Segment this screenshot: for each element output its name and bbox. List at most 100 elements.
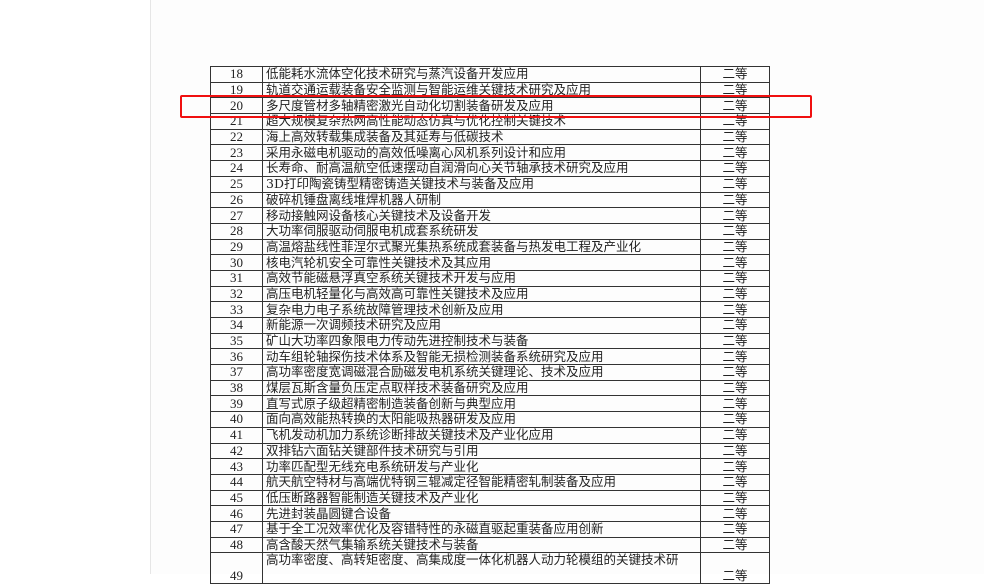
- project-title: 复杂电力电子系统故障管理技术创新及应用: [262, 301, 701, 318]
- row-number: 24: [210, 160, 263, 177]
- award-grade: 二等: [700, 254, 770, 271]
- table-row: 43 功率匹配型无线充电系统研发与产业化 二等: [210, 458, 770, 475]
- project-title: 高效节能磁悬浮真空系统关键技术开发与应用: [262, 269, 701, 287]
- award-grade: 二等: [700, 285, 770, 303]
- row-number: 48: [210, 536, 263, 554]
- award-grade: 二等: [700, 66, 770, 83]
- table-row: 27 移动接触网设备核心关键技术及设备开发 二等: [210, 207, 770, 224]
- project-title: 基于全工况效率优化及容错特性的永磁直驱起重装备应用创新: [262, 520, 701, 538]
- row-number: 47: [210, 520, 263, 538]
- project-title: 破碎机锤盘离线堆焊机器人研制: [262, 191, 701, 209]
- award-grade: 二等: [700, 128, 770, 146]
- award-grade: 二等: [700, 348, 770, 366]
- project-title: 高温熔盐线性菲涅尔式聚光集热系统成套装备与热发电工程及产业化: [262, 238, 701, 256]
- row-number: 33: [210, 301, 263, 318]
- row-number: 45: [210, 489, 263, 507]
- award-grade: 二等: [700, 222, 770, 240]
- row-number: 28: [210, 222, 263, 240]
- table-row: 23 采用永磁电机驱动的高效低噪离心风机系列设计和应用 二等: [210, 144, 770, 162]
- row-number: 23: [210, 144, 263, 162]
- row-number: 46: [210, 505, 263, 522]
- table-row: 49 高功率密度、高转矩密度、高集成度一体化机器人动力轮模组的关键技术研 二等: [210, 552, 770, 584]
- table-row: 24 长寿命、耐高温航空低速摆动自润滑向心关节轴承技术研究及应用 二等: [210, 160, 770, 177]
- table-row: 32 高压电机轻量化与高效高可靠性关键技术及应用 二等: [210, 285, 770, 303]
- project-title: 移动接触网设备核心关键技术及设备开发: [262, 207, 701, 224]
- award-grade: 二等: [700, 364, 770, 381]
- table-row: 35 矿山大功率四象限电力传动先进控制技术与装备 二等: [210, 332, 770, 350]
- table-row: 37 高功率密度宽调磁混合励磁发电机系统关键理论、技术及应用 二等: [210, 364, 770, 381]
- table-row: 33 复杂电力电子系统故障管理技术创新及应用 二等: [210, 301, 770, 318]
- project-title: 直写式原子级超精密制造装备创新与典型应用: [262, 395, 701, 413]
- row-number: 49: [210, 552, 263, 584]
- project-title: 大功率伺服驱动伺服电机成套系统研发: [262, 222, 701, 240]
- project-title: 高含酸天然气集输系统关键技术与装备: [262, 536, 701, 554]
- row-number: 29: [210, 238, 263, 256]
- table-row: 46 先进封装晶圆键合设备 二等: [210, 505, 770, 522]
- row-number: 27: [210, 207, 263, 224]
- award-grade: 二等: [700, 207, 770, 224]
- table-row: 45 低压断路器智能制造关键技术及产业化 二等: [210, 489, 770, 507]
- row-number: 38: [210, 379, 263, 397]
- project-title: 煤层瓦斯含量负压定点取样技术装备研究及应用: [262, 379, 701, 397]
- table-row: 41 飞机发动机加力系统诊断排故关键技术及产业化应用 二等: [210, 426, 770, 444]
- project-title: 核电汽轮机安全可靠性关键技术及其应用: [262, 254, 701, 271]
- project-title: 高功率密度、高转矩密度、高集成度一体化机器人动力轮模组的关键技术研: [262, 552, 701, 584]
- table-row: 26 破碎机锤盘离线堆焊机器人研制 二等: [210, 191, 770, 209]
- award-grade: 二等: [700, 379, 770, 397]
- row-number: 26: [210, 191, 263, 209]
- table-row: 42 双排钻六面钻关键部件技术研究与引用 二等: [210, 442, 770, 460]
- project-title: 高功率密度宽调磁混合励磁发电机系统关键理论、技术及应用: [262, 364, 701, 381]
- award-grade: 二等: [700, 536, 770, 554]
- award-grade: 二等: [700, 411, 770, 428]
- table-row: 47 基于全工况效率优化及容错特性的永磁直驱起重装备应用创新 二等: [210, 520, 770, 538]
- row-number: 40: [210, 411, 263, 428]
- project-title: 采用永磁电机驱动的高效低噪离心风机系列设计和应用: [262, 144, 701, 162]
- award-grade: 二等: [700, 332, 770, 350]
- award-grade: 二等: [700, 301, 770, 318]
- award-grade: 二等: [700, 442, 770, 460]
- row-number: 34: [210, 317, 263, 334]
- award-grade: 二等: [700, 395, 770, 413]
- award-grade: 二等: [700, 489, 770, 507]
- project-title: 双排钻六面钻关键部件技术研究与引用: [262, 442, 701, 460]
- row-number: 32: [210, 285, 263, 303]
- table-row: 39 直写式原子级超精密制造装备创新与典型应用 二等: [210, 395, 770, 413]
- row-number: 44: [210, 473, 263, 491]
- table-row: 29 高温熔盐线性菲涅尔式聚光集热系统成套装备与热发电工程及产业化 二等: [210, 238, 770, 256]
- project-title: 低压断路器智能制造关键技术及产业化: [262, 489, 701, 507]
- row-number: 42: [210, 442, 263, 460]
- award-grade: 二等: [700, 473, 770, 491]
- project-title: 低能耗水流体空化技术研究与蒸汽设备开发应用: [262, 66, 701, 83]
- award-grade: 二等: [700, 269, 770, 287]
- award-table: 18 低能耗水流体空化技术研究与蒸汽设备开发应用 二等 19 轨道交通运载装备安全监测与…: [210, 66, 770, 584]
- row-number: 22: [210, 128, 263, 146]
- project-title: 矿山大功率四象限电力传动先进控制技术与装备: [262, 332, 701, 350]
- table-row: 25 3D打印陶瓷铸型精密铸造关键技术与装备及应用 二等: [210, 175, 770, 193]
- row-number: 39: [210, 395, 263, 413]
- row-number: 37: [210, 364, 263, 381]
- project-title: 轨道交通运载装备安全监测与智能运维关键技术研究及应用: [262, 81, 701, 99]
- award-grade: 二等: [700, 175, 770, 193]
- award-grade: 二等: [700, 238, 770, 256]
- table-row: 18 低能耗水流体空化技术研究与蒸汽设备开发应用 二等: [210, 66, 770, 83]
- row-number: 31: [210, 269, 263, 287]
- row-number: 36: [210, 348, 263, 366]
- project-title: 新能源一次调频技术研究及应用: [262, 317, 701, 334]
- table-row: 44 航天航空特材与高端优特钢三辊减定径智能精密轧制装备及应用 二等: [210, 473, 770, 491]
- project-title: 高压电机轻量化与高效高可靠性关键技术及应用: [262, 285, 701, 303]
- table-row: 31 高效节能磁悬浮真空系统关键技术开发与应用 二等: [210, 269, 770, 287]
- project-title: 3D打印陶瓷铸型精密铸造关键技术与装备及应用: [262, 175, 701, 193]
- row-number: 30: [210, 254, 263, 271]
- project-title: 长寿命、耐高温航空低速摆动自润滑向心关节轴承技术研究及应用: [262, 160, 701, 177]
- row-number: 35: [210, 332, 263, 350]
- table-row: 30 核电汽轮机安全可靠性关键技术及其应用 二等: [210, 254, 770, 271]
- award-grade: 二等: [700, 505, 770, 522]
- project-title: 功率匹配型无线充电系统研发与产业化: [262, 458, 701, 475]
- table-row: 22 海上高效转载集成装备及其延寿与低碳技术 二等: [210, 128, 770, 146]
- row-number: 18: [210, 66, 263, 83]
- award-grade: 二等: [700, 520, 770, 538]
- table-row: 38 煤层瓦斯含量负压定点取样技术装备研究及应用 二等: [210, 379, 770, 397]
- project-title: 动车组轮轴探伤技术体系及智能无损检测装备系统研究及应用: [262, 348, 701, 366]
- project-title: 面向高效能热转换的太阳能吸热器研发及应用: [262, 411, 701, 428]
- award-grade: 二等: [700, 458, 770, 475]
